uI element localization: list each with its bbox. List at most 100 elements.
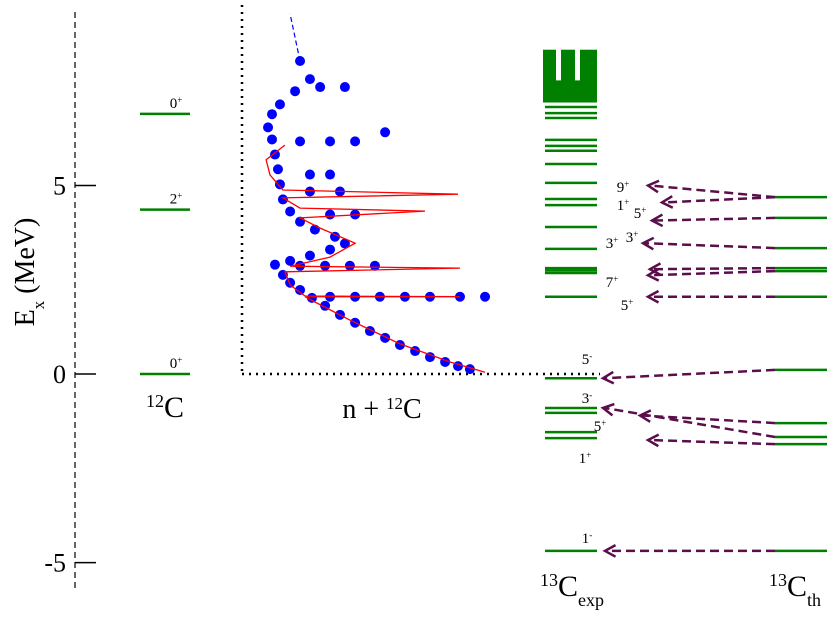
data-point — [304, 250, 315, 261]
data-point — [274, 99, 285, 110]
data-point — [369, 260, 380, 271]
data-point — [267, 109, 278, 120]
transition — [649, 269, 776, 277]
spin-label-part: - — [589, 351, 592, 361]
data-point — [306, 292, 317, 303]
arrow-head — [647, 262, 662, 276]
spin-label-part: + — [613, 235, 618, 245]
column-label: 13Cexp — [540, 570, 604, 610]
column-label-part: 13 — [769, 570, 787, 590]
column-label-part: 12 — [386, 394, 403, 413]
spin-label-part: 7 — [606, 275, 614, 291]
data-point — [350, 136, 361, 147]
data-point — [269, 259, 280, 270]
arrow-head — [649, 213, 664, 228]
spin-label-part: - — [589, 390, 592, 400]
data-point — [380, 127, 391, 138]
arrow-head — [659, 195, 674, 209]
transition — [649, 438, 776, 446]
data-point — [424, 352, 435, 363]
spin-label: 3+ — [626, 229, 639, 246]
y-axis-label: Ex (MeV) — [10, 218, 48, 327]
transition — [604, 368, 776, 380]
spin-label-part: 5 — [634, 206, 642, 222]
spin-label-part: 3 — [626, 230, 634, 246]
spin-label: 7+ — [606, 274, 619, 291]
data-point — [267, 134, 278, 145]
y-tick-label: 5 — [53, 171, 66, 200]
transition — [663, 195, 776, 204]
data-point — [277, 194, 288, 205]
spin-label-part: + — [601, 418, 606, 428]
arrow-head — [637, 409, 652, 423]
column-label-part: C — [558, 570, 578, 603]
transition — [641, 414, 776, 425]
fit-line — [265, 144, 486, 373]
arrow-head — [602, 544, 617, 558]
data-point — [330, 231, 340, 242]
level-band — [543, 49, 597, 103]
spin-label-part: + — [624, 179, 629, 189]
spin-label: 5- — [582, 351, 593, 368]
data-point — [339, 82, 350, 93]
spin-label-part: 1 — [579, 451, 587, 467]
data-point — [304, 169, 315, 180]
data-point — [295, 56, 306, 67]
column-label-part: 12 — [146, 391, 164, 411]
arrow-head — [600, 370, 615, 385]
y-tick-label: 0 — [53, 360, 66, 389]
column-label-part: exp — [578, 590, 604, 610]
data-point — [325, 136, 336, 147]
level-label: 2+ — [170, 191, 183, 208]
transition — [651, 266, 776, 271]
column-label: 13Cth — [769, 570, 821, 610]
column-label: n + 12C — [342, 394, 421, 426]
extrapolation-line — [289, 13, 301, 62]
column-label-part: C — [164, 391, 184, 424]
band-gap — [575, 48, 580, 81]
spin-label-part: 9 — [617, 180, 625, 196]
spin-label: 3+ — [606, 235, 619, 252]
spin-label: 1+ — [579, 450, 592, 467]
spin-label-part: 1 — [582, 531, 590, 547]
y-tick-label: -5 — [44, 549, 66, 578]
data-point — [285, 206, 296, 217]
column-label-part: th — [807, 590, 821, 610]
arrow-head — [600, 402, 615, 417]
column-label-part: 13 — [540, 570, 558, 590]
spin-label-part: 3 — [582, 391, 590, 407]
data-point — [290, 86, 301, 97]
arrow-head — [640, 236, 655, 251]
y-axis-label-part: (MeV) — [10, 218, 41, 301]
data-point — [325, 169, 336, 180]
data-point — [295, 284, 306, 295]
spin-label-part: + — [586, 450, 591, 460]
arrow-head — [645, 289, 660, 304]
data-point — [295, 136, 306, 147]
data-point — [274, 179, 285, 190]
spin-label: 1+ — [617, 197, 630, 214]
spin-label: 5+ — [621, 297, 634, 314]
spin-label: 3- — [582, 390, 593, 407]
data-point — [304, 74, 315, 85]
y-axis-label-part: E — [10, 309, 41, 326]
spin-label: 9+ — [617, 179, 630, 196]
transition — [649, 184, 776, 199]
level-label-part: + — [177, 191, 182, 201]
column-label-part: C — [787, 570, 807, 603]
spin-label-part: 1 — [617, 198, 625, 214]
data-point — [480, 291, 491, 302]
spin-label-part: 3 — [606, 236, 614, 252]
data-point — [315, 82, 326, 93]
arrow-head — [645, 179, 660, 194]
level-label: 0+ — [170, 95, 183, 112]
arrow-head — [645, 433, 660, 448]
column-label-part: n + — [342, 394, 386, 425]
band-gap — [556, 48, 561, 81]
spin-label-part: + — [633, 229, 638, 239]
level-label-part: 0 — [170, 356, 178, 372]
spin-label-part: + — [628, 297, 633, 307]
spin-label-part: + — [641, 205, 646, 215]
data-point — [344, 260, 355, 271]
